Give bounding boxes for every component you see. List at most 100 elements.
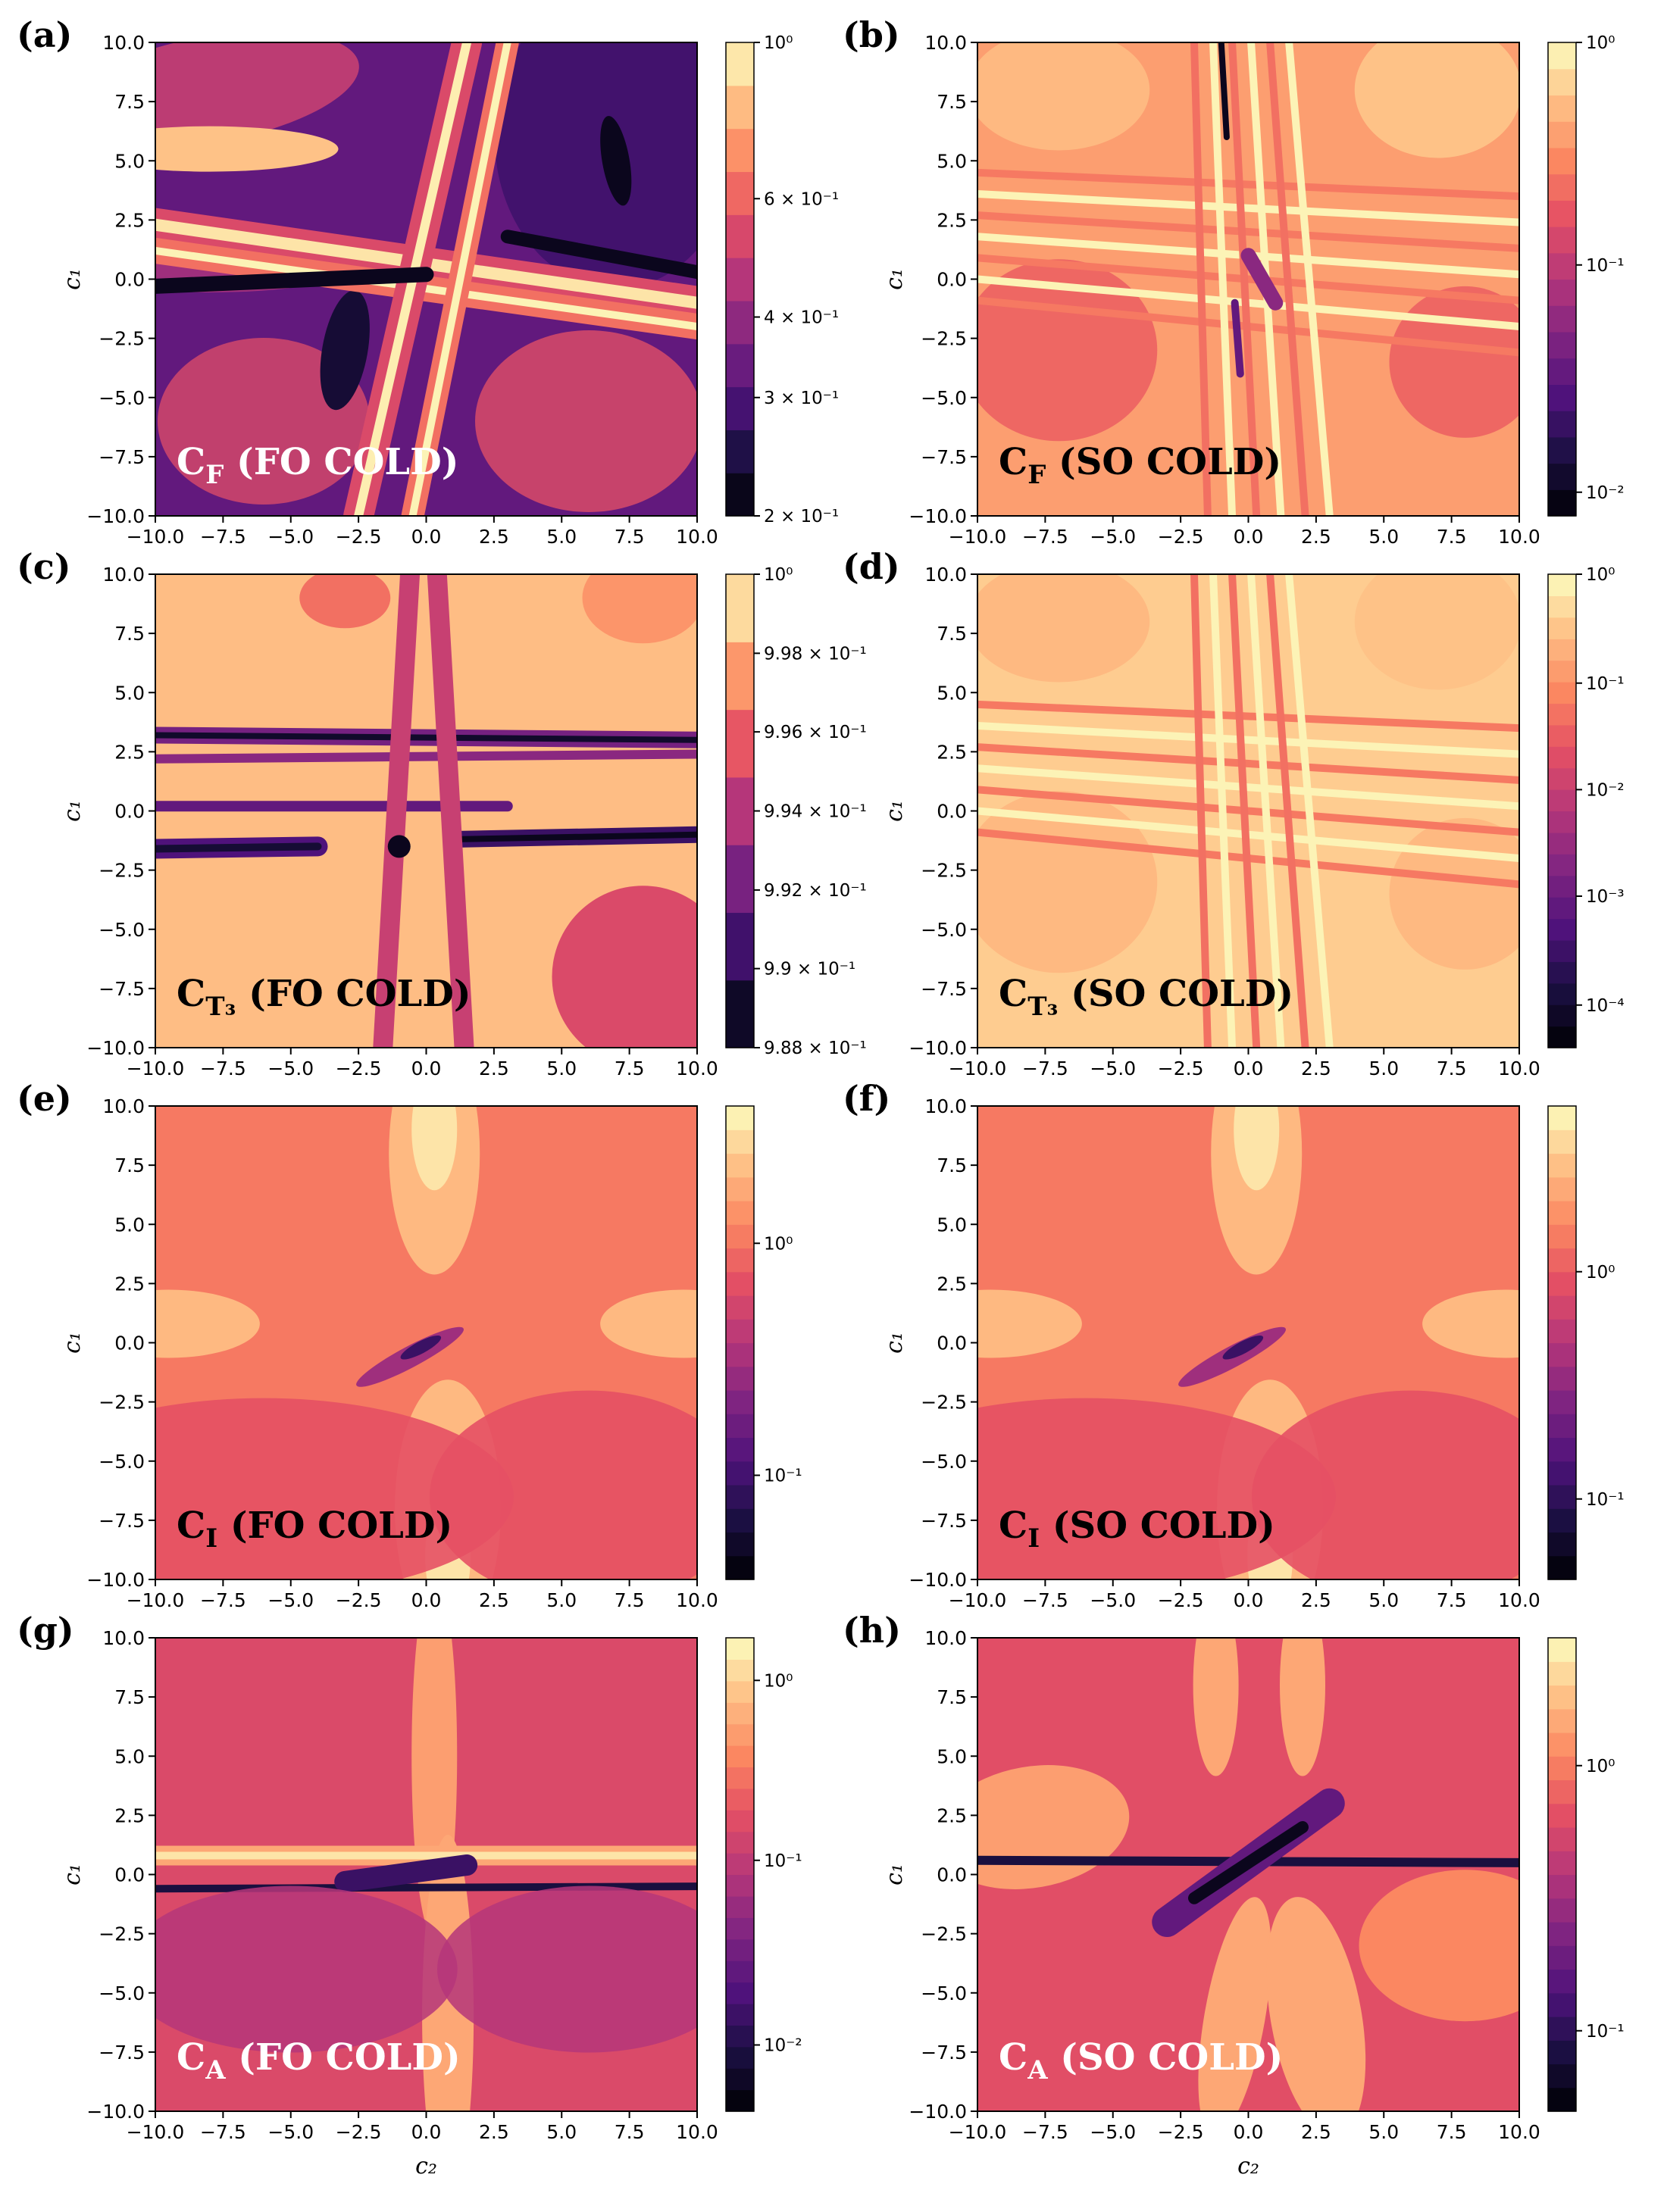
colorbar-tick-label: 10⁰ xyxy=(1586,1757,1615,1776)
contour-region xyxy=(1389,286,1519,438)
y-axis-label: c₁ xyxy=(59,1332,86,1354)
colorbar-level xyxy=(1548,227,1576,254)
x-tick-label: 5.0 xyxy=(1368,2121,1399,2143)
colorbar-level xyxy=(1548,147,1576,175)
colorbar-level xyxy=(726,1767,754,1789)
colorbar: 10⁻¹ 10⁰ xyxy=(1547,1637,1625,2112)
contour-region xyxy=(155,126,339,172)
colorbar-level xyxy=(726,1831,754,1854)
panel-a: (a) −10.0 −7.5 −5.0 −2.5 0.0 2.5 5.0 7.5 10.0 −10.… xyxy=(17,14,839,548)
contour-region xyxy=(437,1886,697,2053)
overlay-text: (SO COLD) xyxy=(1040,1504,1275,1547)
y-tick-label: −10.0 xyxy=(86,1037,145,1059)
y-tick-label: 7.5 xyxy=(937,623,967,645)
x-tick-label: −2.5 xyxy=(1158,2121,1204,2143)
x-tick-label: 7.5 xyxy=(615,2121,645,2143)
colorbar-level xyxy=(1548,121,1576,148)
x-tick-label: 2.5 xyxy=(479,1589,509,1611)
colorbar-level xyxy=(726,1702,754,1725)
y-tick-label: 5.0 xyxy=(114,682,145,704)
x-tick-label: 5.0 xyxy=(546,526,577,548)
colorbar-level xyxy=(1548,2087,1576,2112)
x-tick-label: −5.0 xyxy=(267,2121,314,2143)
colorbar-level xyxy=(1548,1461,1576,1486)
y-tick-label: −7.5 xyxy=(99,446,145,468)
x-tick-label: 7.5 xyxy=(615,1589,645,1611)
colorbar-level xyxy=(726,709,754,778)
colorbar-level xyxy=(1548,574,1576,597)
colorbar-level xyxy=(1548,68,1576,96)
y-tick-label: −5.0 xyxy=(921,1982,967,2004)
contour-band xyxy=(977,786,1519,836)
colorbar-tick-label: 9.98 × 10⁻¹ xyxy=(764,644,867,664)
contour-region xyxy=(552,886,697,1048)
x-tick-label: 5.0 xyxy=(546,1589,577,1611)
x-tick-label: −2.5 xyxy=(336,2121,382,2143)
contour-band xyxy=(155,267,434,294)
contour-band xyxy=(977,211,1519,252)
panel-overlay-label: CF (FO COLD) xyxy=(177,441,458,490)
x-tick-label: −5.0 xyxy=(1090,2121,1136,2143)
colorbar-tick-label: 10⁻¹ xyxy=(764,1851,802,1871)
y-tick-label: 10.0 xyxy=(102,1627,145,1649)
colorbar-level xyxy=(1548,42,1576,70)
panel-overlay-label: CI (SO COLD) xyxy=(999,1504,1275,1554)
contour-region xyxy=(475,330,697,512)
x-tick-label: 0.0 xyxy=(1234,2121,1264,2143)
overlay-symbol: C xyxy=(999,1504,1027,1547)
contour-region xyxy=(299,574,391,629)
colorbar-level xyxy=(1548,1271,1576,1296)
x-tick-label: 5.0 xyxy=(1368,526,1399,548)
y-tick-label: 2.5 xyxy=(937,209,967,231)
y-tick-label: 2.5 xyxy=(937,741,967,763)
panel-g: (g) −10.0 −7.5 −5.0 −2.5 0.0 2.5 5.0 7.5 10.0 −10.… xyxy=(17,1610,802,2179)
contour-band xyxy=(1240,248,1284,311)
colorbar-tick-label: 10⁻¹ xyxy=(1586,674,1625,694)
x-tick-label: −2.5 xyxy=(336,1058,382,1079)
contour-band xyxy=(155,842,322,853)
y-tick-label: −5.0 xyxy=(921,1451,967,1473)
y-tick-label: −10.0 xyxy=(86,1569,145,1591)
contour-region xyxy=(158,338,370,505)
contour-band xyxy=(1209,42,1237,516)
y-tick-label: −10.0 xyxy=(86,505,145,527)
y-tick-label: −5.0 xyxy=(99,919,145,941)
colorbar-level xyxy=(1548,918,1576,941)
overlay-text: (SO COLD) xyxy=(1046,441,1281,483)
y-tick-label: −2.5 xyxy=(921,328,967,350)
y-tick-label: 10.0 xyxy=(924,32,967,54)
contour-band xyxy=(334,1854,478,1892)
x-tick-label: −7.5 xyxy=(200,526,246,548)
y-tick-label: −2.5 xyxy=(99,1392,145,1414)
colorbar-tick-label: 10⁻⁴ xyxy=(1586,996,1625,1016)
overlay-symbol: C xyxy=(999,973,1027,1015)
y-tick-label: 5.0 xyxy=(937,1745,967,1767)
colorbar-frame xyxy=(1547,1637,1577,2112)
contour-band xyxy=(373,574,421,1048)
overlay-symbol: C xyxy=(177,973,205,1015)
contour-band xyxy=(977,722,1519,758)
y-tick-label: 0.0 xyxy=(114,1333,145,1354)
colorbar-level xyxy=(1548,1508,1576,1533)
colorbar-level xyxy=(1548,875,1576,898)
colorbar-tick-label: 10⁰ xyxy=(1586,1263,1615,1283)
y-tick-label: 7.5 xyxy=(937,91,967,113)
contour-band xyxy=(1190,574,1212,1048)
y-tick-label: 7.5 xyxy=(937,1154,967,1176)
overlay-symbol: C xyxy=(177,1504,205,1547)
x-tick-label: 7.5 xyxy=(615,526,645,548)
heatmap-field xyxy=(155,42,697,516)
x-axis-label: c₂ xyxy=(415,2153,437,2179)
x-tick-label: 10.0 xyxy=(676,526,718,548)
x-tick-label: −5.0 xyxy=(1090,1058,1136,1079)
colorbar-level xyxy=(726,1461,754,1486)
colorbar-tick-label: 4 × 10⁻¹ xyxy=(764,308,839,328)
y-tick-label: −2.5 xyxy=(99,860,145,882)
colorbar-level xyxy=(1548,724,1576,747)
colorbar: 10⁻⁴ 10⁻³ 10⁻² 10⁻¹ 10⁰ xyxy=(1547,565,1625,1048)
colorbar-level xyxy=(1548,1732,1576,1757)
colorbar-level xyxy=(1548,411,1576,438)
colorbar-frame xyxy=(725,1637,755,2112)
x-tick-label: −7.5 xyxy=(1022,1058,1068,1079)
overlay-text: (FO COLD) xyxy=(224,441,458,483)
